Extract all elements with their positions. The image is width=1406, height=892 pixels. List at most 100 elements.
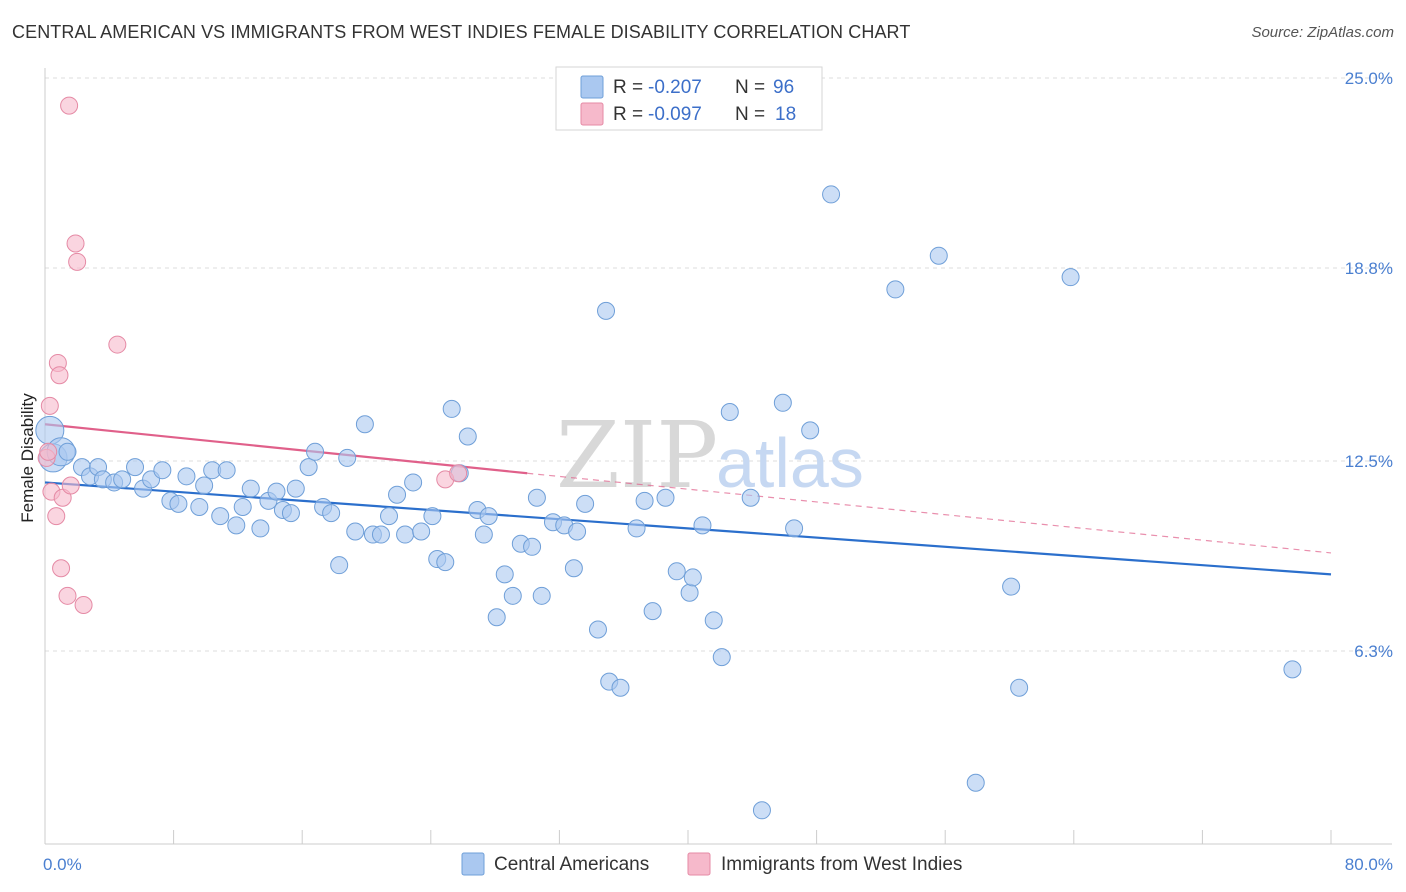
point-central-americans-85 [785, 519, 804, 538]
point-west-indies-13 [74, 596, 93, 615]
point-central-americans-65 [568, 522, 587, 541]
point-central-americans-36 [338, 448, 357, 467]
point-west-indies-5 [50, 366, 69, 385]
point-central-americans-15 [169, 494, 188, 513]
point-central-americans-84 [773, 393, 792, 412]
point-central-americans-40 [371, 525, 390, 544]
point-central-americans-57 [503, 586, 522, 605]
point-central-americans-48 [436, 553, 455, 572]
x-tick-label-max: 80.0% [1345, 855, 1393, 874]
legend-swatch-west-indies [580, 102, 604, 126]
point-central-americans-42 [388, 485, 407, 504]
chart-title: CENTRAL AMERICAN VS IMMIGRANTS FROM WEST… [12, 22, 911, 42]
point-central-americans-56 [495, 565, 514, 584]
point-central-americans-72 [635, 491, 654, 510]
points-west-indies [37, 96, 468, 615]
point-central-americans-88 [886, 280, 905, 299]
correlation-legend: R = -0.207 N = 96 R = -0.097 N = 18 [555, 66, 823, 131]
point-central-americans-54 [479, 507, 498, 526]
tick-labels: 6.3% 12.5% 18.8% 25.0% 0.0% 80.0% [43, 69, 1393, 874]
point-central-americans-18 [195, 476, 214, 495]
point-central-americans-27 [267, 482, 286, 501]
legend-n-value-1: 18 [775, 104, 796, 125]
trend-line-west-indies-extension [527, 472, 1332, 554]
point-central-americans-64 [564, 559, 583, 578]
point-west-indies-1 [40, 396, 59, 415]
point-central-americans-13 [153, 461, 172, 480]
point-central-americans-35 [330, 556, 349, 575]
point-central-americans-82 [741, 488, 760, 507]
point-west-indies-11 [66, 234, 85, 253]
point-central-americans-30 [286, 479, 305, 498]
point-central-americans-66 [576, 494, 595, 513]
point-central-americans-74 [656, 488, 675, 507]
point-central-americans-44 [404, 473, 423, 492]
point-central-americans-59 [523, 537, 542, 556]
point-central-americans-81 [720, 402, 739, 421]
point-west-indies-16 [449, 464, 468, 483]
point-central-americans-41 [380, 507, 399, 526]
source-credit: Source: ZipAtlas.com [1251, 24, 1394, 41]
legend-r-value-1: -0.097 [648, 104, 702, 125]
points-central-americans [35, 185, 1302, 820]
legend-swatch-central-americans [580, 75, 604, 99]
point-central-americans-23 [233, 497, 252, 516]
point-central-americans-91 [1002, 577, 1021, 596]
point-central-americans-92 [1010, 678, 1029, 697]
point-central-americans-90 [966, 773, 985, 792]
series-legend: Central Americans Immigrants from West I… [461, 852, 962, 876]
trend-line-west-indies [44, 423, 528, 475]
point-central-americans-10 [126, 458, 145, 477]
watermark-atlas: atlas [716, 424, 864, 502]
point-central-americans-80 [712, 648, 731, 667]
point-central-americans-55 [487, 608, 506, 627]
point-central-americans-71 [627, 519, 646, 538]
trend-line-central-americans [44, 481, 1332, 576]
point-west-indies-12 [68, 252, 87, 271]
point-central-americans-45 [412, 522, 431, 541]
legend-n-label-1: N = [735, 104, 765, 125]
point-central-americans-93 [1061, 268, 1080, 287]
bottom-legend-swatch-central-americans [461, 852, 485, 876]
point-west-indies-6 [52, 559, 71, 578]
point-central-americans-9 [113, 470, 132, 489]
legend-n-value-0: 96 [773, 77, 794, 98]
point-central-americans-94 [1283, 660, 1302, 679]
trend-lines [44, 423, 1332, 576]
point-central-americans-31 [299, 458, 318, 477]
point-central-americans-21 [217, 461, 236, 480]
point-central-americans-24 [241, 479, 260, 498]
point-central-americans-32 [306, 442, 325, 461]
watermark: ZIP atlas [556, 402, 864, 509]
x-tick-label-min: 0.0% [43, 855, 82, 874]
point-west-indies-10 [61, 476, 80, 495]
y-tick-label-3: 25.0% [1345, 69, 1393, 88]
point-central-americans-68 [597, 301, 616, 320]
bottom-legend-label-west-indies: Immigrants from West Indies [721, 854, 962, 875]
point-central-americans-79 [704, 611, 723, 630]
point-central-americans-25 [251, 519, 270, 538]
point-west-indies-17 [39, 442, 58, 461]
point-central-americans-17 [190, 497, 209, 516]
point-central-americans-53 [474, 525, 493, 544]
point-central-americans-51 [458, 427, 477, 446]
point-central-americans-22 [227, 516, 246, 535]
point-central-americans-89 [929, 246, 948, 265]
y-tick-label-0: 6.3% [1354, 642, 1393, 661]
point-central-americans-61 [532, 586, 551, 605]
point-central-americans-37 [346, 522, 365, 541]
bottom-legend-swatch-west-indies [687, 852, 711, 876]
legend-r-label-1: R = [613, 104, 643, 125]
point-west-indies-9 [60, 96, 79, 115]
point-central-americans-29 [281, 504, 300, 523]
point-west-indies-14 [108, 335, 127, 354]
point-central-americans-77 [683, 568, 702, 587]
point-central-americans-83 [752, 801, 771, 820]
point-central-americans-73 [643, 602, 662, 621]
data-points [35, 96, 1302, 820]
point-central-americans-60 [527, 488, 546, 507]
point-central-americans-20 [211, 507, 230, 526]
point-west-indies-3 [47, 507, 66, 526]
point-central-americans-70 [611, 678, 630, 697]
point-central-americans-43 [396, 525, 415, 544]
